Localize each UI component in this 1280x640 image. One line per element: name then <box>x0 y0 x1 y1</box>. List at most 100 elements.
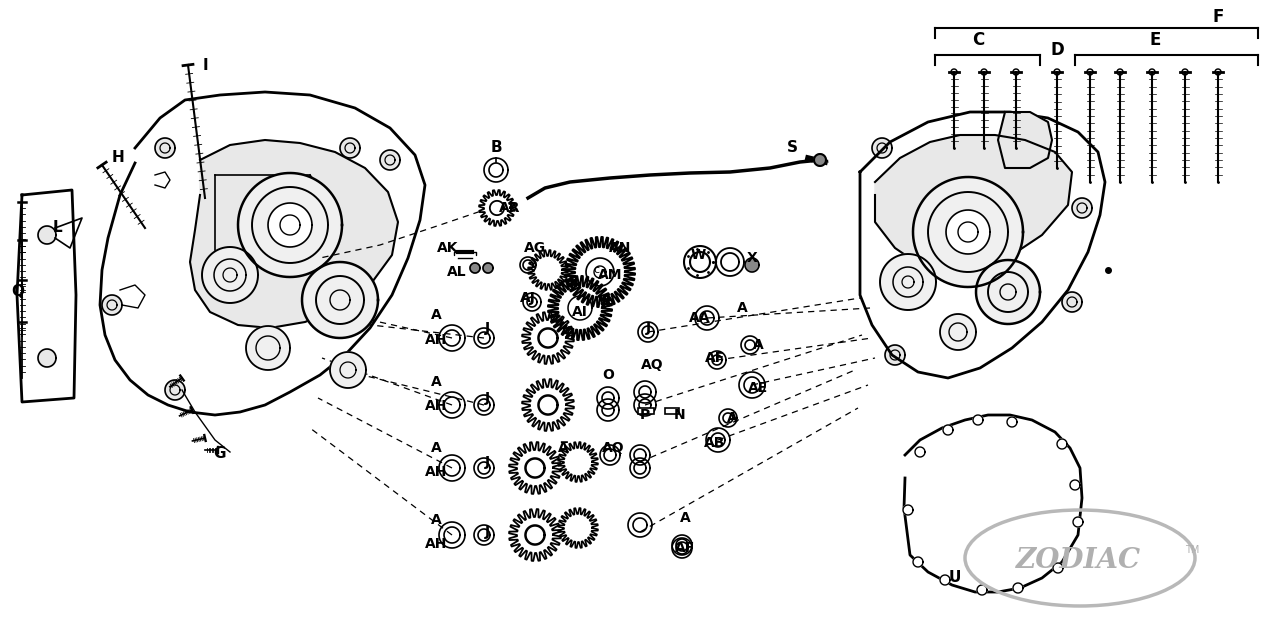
Polygon shape <box>1070 480 1080 490</box>
Text: A: A <box>753 338 763 352</box>
Text: ZODIAC: ZODIAC <box>1015 547 1140 573</box>
Polygon shape <box>38 226 56 244</box>
Polygon shape <box>509 442 561 494</box>
Text: X: X <box>746 251 758 265</box>
Text: AG: AG <box>524 241 547 255</box>
Polygon shape <box>940 575 950 585</box>
Text: AM: AM <box>598 268 622 282</box>
Text: J: J <box>484 525 489 539</box>
Polygon shape <box>977 260 1039 324</box>
Polygon shape <box>302 262 378 338</box>
Text: AK: AK <box>438 241 458 255</box>
Polygon shape <box>340 138 360 158</box>
Polygon shape <box>470 263 480 273</box>
Text: P: P <box>640 408 650 422</box>
Polygon shape <box>380 150 399 170</box>
Text: A: A <box>430 375 442 389</box>
Text: C: C <box>972 31 984 49</box>
FancyBboxPatch shape <box>637 408 654 414</box>
Polygon shape <box>904 415 1082 592</box>
Polygon shape <box>189 140 398 328</box>
Polygon shape <box>165 380 186 400</box>
Text: A: A <box>430 513 442 527</box>
Text: G: G <box>214 445 227 461</box>
Polygon shape <box>509 509 561 561</box>
Text: Q: Q <box>12 285 24 300</box>
Text: O: O <box>602 368 614 382</box>
Polygon shape <box>881 254 936 310</box>
Text: E: E <box>1149 31 1161 49</box>
Polygon shape <box>1012 583 1023 593</box>
Polygon shape <box>814 154 826 166</box>
Text: AL: AL <box>447 265 467 279</box>
Polygon shape <box>1062 292 1082 312</box>
Text: AQ: AQ <box>641 358 663 372</box>
Polygon shape <box>1053 563 1062 573</box>
Polygon shape <box>943 425 954 435</box>
Text: A: A <box>430 441 442 455</box>
Text: A: A <box>680 511 690 525</box>
Polygon shape <box>977 585 987 595</box>
Text: J: J <box>484 391 489 405</box>
Polygon shape <box>202 247 259 303</box>
Polygon shape <box>17 190 76 402</box>
Text: AQ: AQ <box>602 441 625 455</box>
Polygon shape <box>1073 517 1083 527</box>
Polygon shape <box>38 349 56 367</box>
Text: AR: AR <box>499 201 521 215</box>
Text: F: F <box>1212 8 1224 26</box>
Polygon shape <box>102 295 122 315</box>
Polygon shape <box>558 442 598 482</box>
Polygon shape <box>913 177 1023 287</box>
Polygon shape <box>529 250 568 290</box>
Polygon shape <box>940 314 977 350</box>
FancyBboxPatch shape <box>666 408 678 414</box>
Text: AE: AE <box>748 381 768 395</box>
Text: AI: AI <box>572 305 588 319</box>
Polygon shape <box>872 138 892 158</box>
Polygon shape <box>558 508 598 548</box>
Text: A̅: A̅ <box>558 441 568 455</box>
Text: J: J <box>484 455 489 469</box>
Text: AH: AH <box>425 333 447 347</box>
Text: AH: AH <box>425 537 447 551</box>
Text: AH: AH <box>425 399 447 413</box>
Text: D: D <box>1050 41 1064 59</box>
Text: B: B <box>490 141 502 156</box>
Text: AH: AH <box>425 465 447 479</box>
Text: AJ: AJ <box>520 291 536 305</box>
Polygon shape <box>238 173 342 277</box>
Polygon shape <box>155 138 175 158</box>
Polygon shape <box>913 557 923 567</box>
Text: A: A <box>736 301 748 315</box>
Text: c: c <box>593 265 599 275</box>
Polygon shape <box>884 345 905 365</box>
Polygon shape <box>946 210 989 254</box>
Text: A: A <box>430 308 442 322</box>
Text: AF: AF <box>675 541 695 555</box>
Polygon shape <box>522 379 573 431</box>
Text: I: I <box>202 58 207 72</box>
Text: AA: AA <box>689 311 710 325</box>
Polygon shape <box>876 135 1073 272</box>
Polygon shape <box>330 352 366 388</box>
Polygon shape <box>100 92 425 415</box>
Polygon shape <box>915 447 925 457</box>
Polygon shape <box>998 112 1052 168</box>
Text: AF: AF <box>705 351 726 365</box>
Polygon shape <box>268 203 312 247</box>
Polygon shape <box>1073 198 1092 218</box>
Polygon shape <box>564 237 635 307</box>
Text: AN: AN <box>609 241 631 255</box>
Text: J: J <box>645 321 650 335</box>
Polygon shape <box>548 276 612 340</box>
Polygon shape <box>860 112 1105 378</box>
Polygon shape <box>1057 439 1068 449</box>
Polygon shape <box>522 312 573 364</box>
Polygon shape <box>483 263 493 273</box>
Polygon shape <box>479 190 515 226</box>
Text: L: L <box>52 221 61 236</box>
Polygon shape <box>246 326 291 370</box>
Text: AB: AB <box>704 436 726 450</box>
Text: TM: TM <box>1185 545 1199 555</box>
